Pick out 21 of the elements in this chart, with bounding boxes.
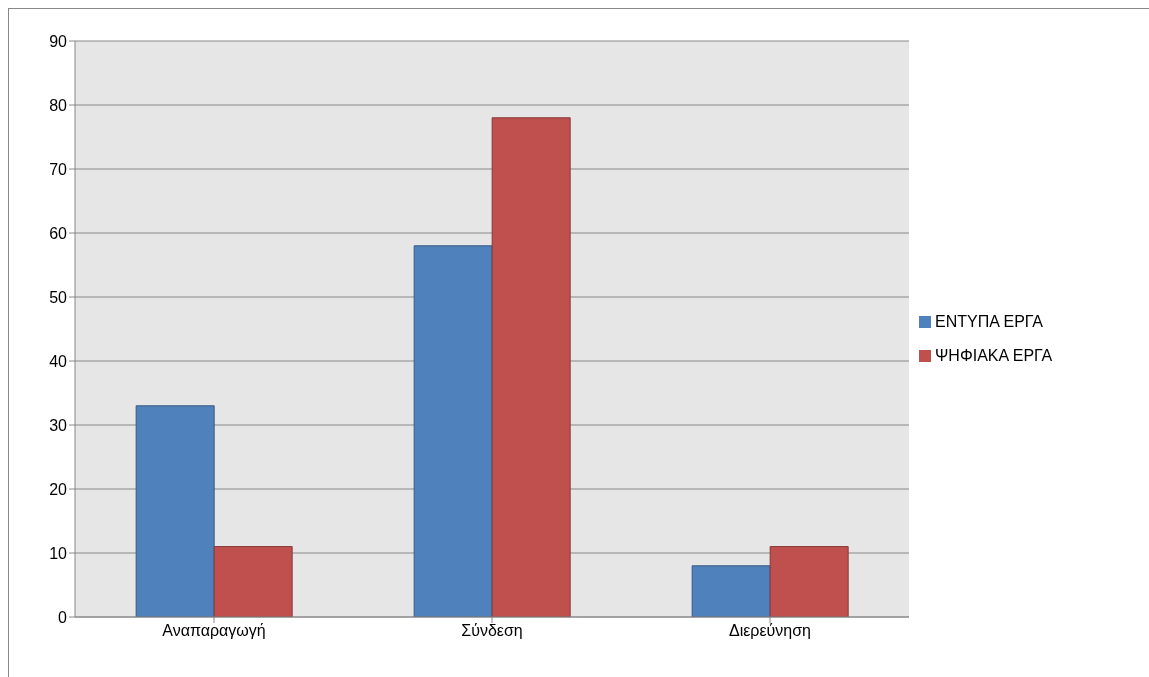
bar <box>135 405 215 617</box>
y-tick-label: 0 <box>58 608 68 626</box>
y-tick-label: 80 <box>49 96 68 114</box>
y-tick-label: 90 <box>49 32 68 50</box>
x-tick-label: Διερεύνηση <box>728 622 812 640</box>
legend-label: ΨΗΦΙΑΚΑ ΕΡΓΑ <box>935 346 1053 364</box>
bar <box>691 565 771 617</box>
y-tick-label: 30 <box>49 416 68 434</box>
y-tick-label: 40 <box>49 352 68 370</box>
y-tick-label: 20 <box>49 480 68 498</box>
y-tick-label: 10 <box>49 544 68 562</box>
y-tick-label: 60 <box>49 224 68 242</box>
bar <box>413 245 493 617</box>
y-tick-label: 70 <box>49 160 68 178</box>
bar <box>769 546 849 617</box>
x-tick-label: Αναπαραγωγή <box>162 622 266 640</box>
x-tick-label: Σύνδεση <box>461 622 523 640</box>
legend-label: ΕΝΤΥΠΑ ΕΡΓΑ <box>935 312 1043 330</box>
bar <box>213 546 293 617</box>
y-tick-label: 50 <box>49 288 68 306</box>
bar <box>491 117 571 617</box>
